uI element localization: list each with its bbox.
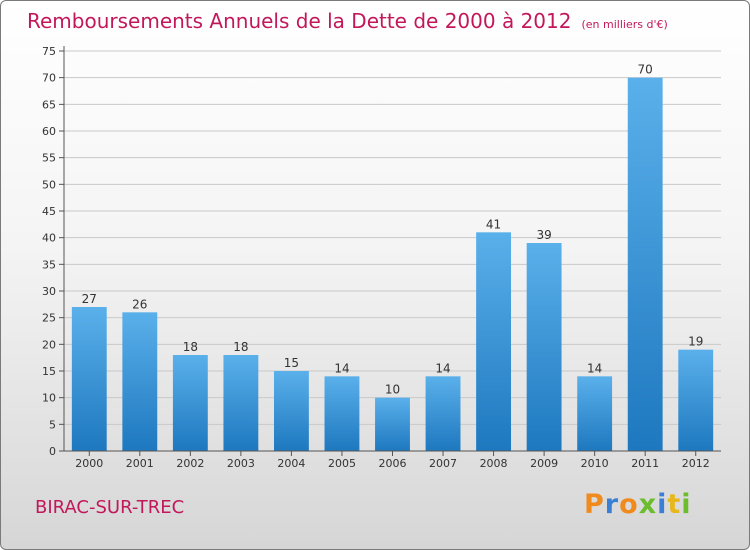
x-tick-label: 2008 <box>480 457 508 470</box>
y-tick-label: 45 <box>42 205 56 218</box>
logo-letter: r <box>604 489 620 520</box>
x-tick-label: 2005 <box>328 457 356 470</box>
y-tick-label: 35 <box>42 258 56 271</box>
bar <box>577 376 613 451</box>
bar-value-label: 14 <box>435 361 450 375</box>
bar <box>71 307 107 451</box>
bar-value-label: 18 <box>183 340 198 354</box>
x-tick-label: 2006 <box>379 457 407 470</box>
y-tick-label: 30 <box>42 285 56 298</box>
bar-value-label: 26 <box>132 297 147 311</box>
bar <box>476 232 512 451</box>
y-tick-label: 20 <box>42 338 56 351</box>
bar-value-label: 27 <box>82 292 97 306</box>
y-tick-label: 25 <box>42 312 56 325</box>
bar-value-label: 39 <box>536 228 551 242</box>
y-tick-label: 60 <box>42 125 56 138</box>
unit-note: (en milliers d'€) <box>581 18 668 31</box>
bar <box>678 349 714 451</box>
y-tick-label: 10 <box>42 392 56 405</box>
x-tick-label: 2003 <box>227 457 255 470</box>
x-tick-label: 2000 <box>75 457 103 470</box>
y-tick-label: 5 <box>49 418 56 431</box>
bar <box>425 376 461 451</box>
bar-value-label: 10 <box>385 383 400 397</box>
x-tick-label: 2009 <box>530 457 558 470</box>
logo-letter: t <box>667 489 682 520</box>
bar-layer: 27 26 18 18 15 14 10 14 41 39 14 70 19 <box>71 63 714 452</box>
bar <box>375 397 410 451</box>
bar-value-label: 14 <box>587 361 602 375</box>
proxiti-logo: Proxiti <box>584 489 692 520</box>
logo-letter: i <box>681 489 692 520</box>
bar <box>627 77 663 452</box>
x-tick-label: 2012 <box>682 457 710 470</box>
bar-value-label: 14 <box>334 361 349 375</box>
axis-layer: 0 5 10 15 20 25 30 35 40 45 50 55 60 65 70 75 2000 2001 20… <box>42 45 721 470</box>
chart-title: Remboursements Annuels de la Dette de 20… <box>27 9 668 33</box>
bar-value-label: 18 <box>233 340 248 354</box>
bar <box>172 355 208 451</box>
bar-value-label: 70 <box>638 63 653 77</box>
x-tick-label: 2010 <box>581 457 609 470</box>
bar <box>122 312 158 451</box>
x-tick-label: 2004 <box>277 457 305 470</box>
y-tick-label: 15 <box>42 365 56 378</box>
y-tick-label: 65 <box>42 98 56 111</box>
y-tick-label: 70 <box>42 72 56 85</box>
y-tick-label: 75 <box>42 45 56 58</box>
chart-title-text: Remboursements Annuels de la Dette de 20… <box>27 9 572 33</box>
y-tick-label: 0 <box>49 445 56 458</box>
logo-letter: o <box>619 489 639 520</box>
logo-letter: P <box>584 489 605 520</box>
x-tick-label: 2011 <box>631 457 659 470</box>
y-tick-label: 55 <box>42 152 56 165</box>
commune-name: BIRAC-SUR-TREC <box>35 497 185 518</box>
bar <box>273 371 309 451</box>
x-tick-label: 2007 <box>429 457 457 470</box>
y-tick-label: 40 <box>42 232 56 245</box>
bar <box>223 355 259 451</box>
bar <box>324 376 360 451</box>
logo-letter: i <box>657 489 668 520</box>
bar-value-label: 15 <box>284 356 299 370</box>
x-tick-label: 2001 <box>126 457 154 470</box>
bar-value-label: 41 <box>486 217 501 231</box>
x-tick-label: 2002 <box>176 457 204 470</box>
bar <box>526 243 562 451</box>
logo-letter: x <box>638 489 658 520</box>
y-tick-label: 50 <box>42 178 56 191</box>
bar-value-label: 19 <box>688 335 703 349</box>
